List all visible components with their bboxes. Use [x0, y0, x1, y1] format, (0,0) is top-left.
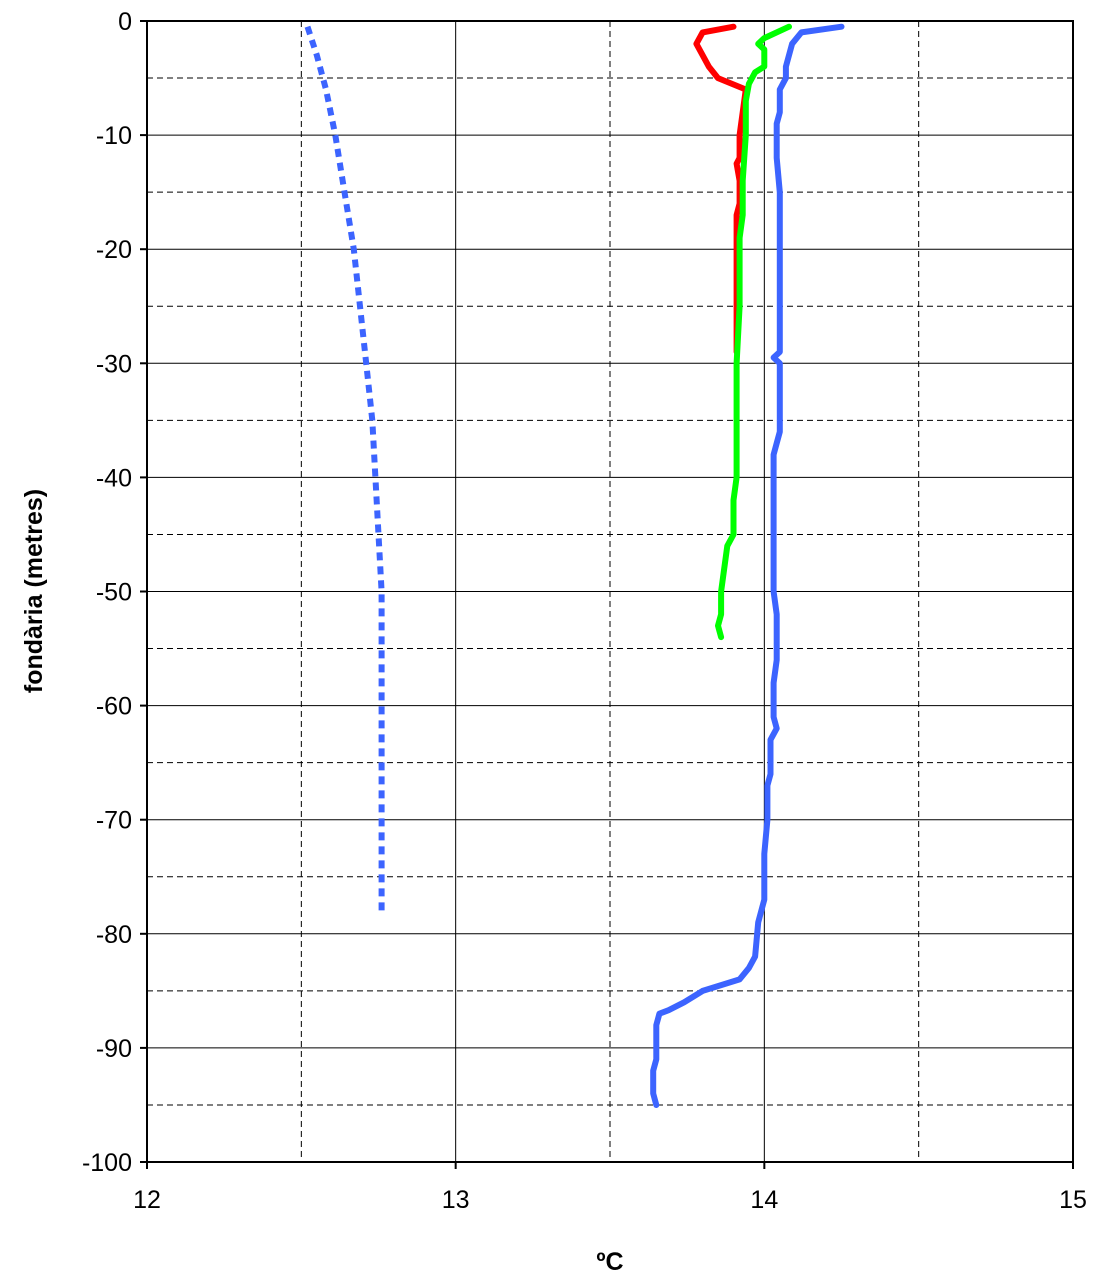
y-tick-label: -90	[96, 1035, 132, 1063]
x-axis-title: ºC	[596, 1248, 623, 1276]
grid	[147, 21, 1073, 1162]
x-tick-label: 13	[442, 1186, 470, 1214]
y-tick-label: 0	[118, 8, 132, 36]
series-line-1	[693, 23, 749, 355]
y-tick-label: -50	[96, 579, 132, 607]
series-line-3	[650, 23, 845, 1108]
y-tick-label: -10	[96, 122, 132, 150]
y-tick-label: -80	[96, 921, 132, 949]
y-tick-label: -20	[96, 236, 132, 264]
y-tick-label: -70	[96, 807, 132, 835]
y-tick-label: -40	[96, 464, 132, 492]
x-tick-label: 14	[750, 1186, 778, 1214]
y-tick-label: -100	[82, 1149, 132, 1177]
series-line-4	[304, 25, 385, 911]
x-tick-label: 15	[1059, 1186, 1087, 1214]
series-line-2	[715, 23, 792, 641]
y-tick-label: -30	[96, 350, 132, 378]
series-lines	[304, 23, 845, 1108]
x-tick-label: 12	[133, 1186, 161, 1214]
y-tick-label: -60	[96, 693, 132, 721]
y-axis-title: fondària (metres)	[20, 489, 48, 693]
